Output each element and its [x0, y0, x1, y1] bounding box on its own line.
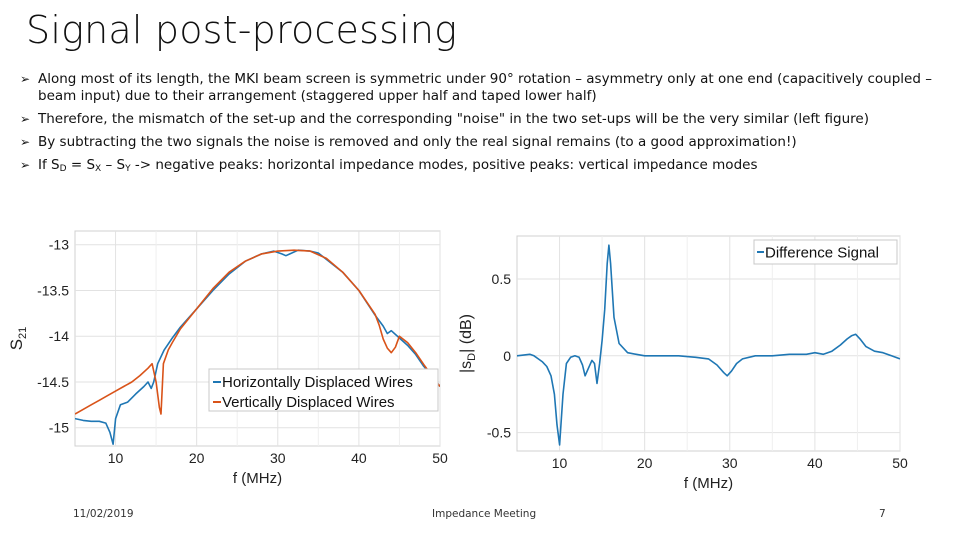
- bullet-text-1: Along most of its length, the MKI beam s…: [38, 71, 932, 104]
- x-tick-label: 10: [552, 455, 568, 471]
- x-tick-label: 40: [807, 455, 823, 471]
- formula-subscript: D: [59, 164, 67, 174]
- footer-title: Impedance Meeting: [432, 508, 537, 520]
- x-tick-label: 20: [637, 455, 653, 471]
- plot-area: [516, 235, 901, 452]
- formula-part: – S: [101, 157, 126, 173]
- difference-signal-chart: 10 20 30 40 50 0.5 0 -0.5 f (MHz) |sD| (dB) Differ…: [458, 235, 908, 492]
- y-tick-label: -13.5: [37, 282, 69, 298]
- page-number: 7: [879, 508, 886, 520]
- bullet-item-1: ➢ Along most of its length, the MKI beam…: [20, 71, 960, 105]
- formula-part: -> negative peaks: horizontal impedance …: [130, 157, 758, 173]
- footer-date: 11/02/2019: [73, 508, 134, 520]
- y-tick-label: -13: [49, 237, 69, 253]
- plot-area: [74, 230, 441, 447]
- y-tick-label: -14.5: [37, 374, 69, 390]
- bullet-item-4: ➢ If SD = SX – SY -> negative peaks: hor…: [20, 157, 960, 178]
- y-axis-label-main: |s: [458, 361, 475, 373]
- x-tick-label: 40: [351, 450, 367, 466]
- legend-entry-1: Difference Signal: [765, 245, 879, 262]
- bullet-item-3: ➢ By subtracting the two signals the noi…: [20, 134, 960, 151]
- formula-part: = S: [66, 157, 96, 173]
- legend-box: [753, 239, 898, 265]
- y-tick-label: -15: [49, 420, 69, 436]
- bullet-text-4: If SD = SX – SY -> negative peaks: horiz…: [38, 157, 757, 178]
- bullet-item-2: ➢ Therefore, the mismatch of the set-up …: [20, 111, 960, 128]
- legend: Difference Signal: [753, 239, 898, 265]
- y-axis-label: |sD| (dB): [458, 314, 478, 373]
- y-axis-label-subscript: 21: [17, 327, 29, 339]
- formula-subscript: Y: [125, 164, 131, 174]
- bullet-text-2: Therefore, the mismatch of the set-up an…: [38, 111, 869, 127]
- x-axis-label: f (MHz): [684, 475, 733, 492]
- bullet-list: ➢ Along most of its length, the MKI beam…: [20, 71, 960, 184]
- x-tick-label: 20: [189, 450, 205, 466]
- x-tick-label: 30: [270, 450, 286, 466]
- y-axis-label-unit: | (dB): [458, 314, 475, 353]
- legend-box: [208, 368, 439, 412]
- y-axis-label-main: S: [7, 339, 26, 350]
- x-tick-label: 50: [432, 450, 448, 466]
- legend-entry-2: Vertically Displaced Wires: [222, 394, 395, 411]
- x-tick-label: 50: [892, 455, 908, 471]
- slide-title: Signal post-processing: [26, 8, 458, 52]
- x-tick-label: 10: [108, 450, 124, 466]
- legend-entry-1: Horizontally Displaced Wires: [222, 374, 413, 391]
- arrow-bullet-icon: ➢: [20, 72, 31, 86]
- y-tick-label: -14: [49, 328, 69, 344]
- y-axis-label: S21: [7, 327, 29, 351]
- legend: Horizontally Displaced Wires Vertically D…: [208, 368, 439, 412]
- arrow-bullet-icon: ➢: [20, 135, 31, 149]
- x-tick-label: 30: [722, 455, 738, 471]
- arrow-bullet-icon: ➢: [20, 158, 31, 172]
- series-line-2: [75, 249, 440, 415]
- y-tick-label: 0.5: [492, 271, 512, 287]
- x-axis-label: f (MHz): [233, 470, 282, 487]
- y-axis-label-subscript: D: [466, 353, 478, 361]
- s21-comparison-chart: 10 20 30 40 50 -13 -13.5 -14 -14.5 -15 f (MHz) S21 H…: [7, 230, 448, 487]
- formula-part: If S: [38, 157, 60, 173]
- arrow-bullet-icon: ➢: [20, 112, 31, 126]
- series-line-1: [517, 244, 900, 446]
- bullet-text-3: By subtracting the two signals the noise…: [38, 134, 797, 150]
- y-tick-label: 0: [503, 348, 511, 364]
- formula-subscript: X: [95, 164, 102, 174]
- y-tick-label: -0.5: [487, 425, 511, 441]
